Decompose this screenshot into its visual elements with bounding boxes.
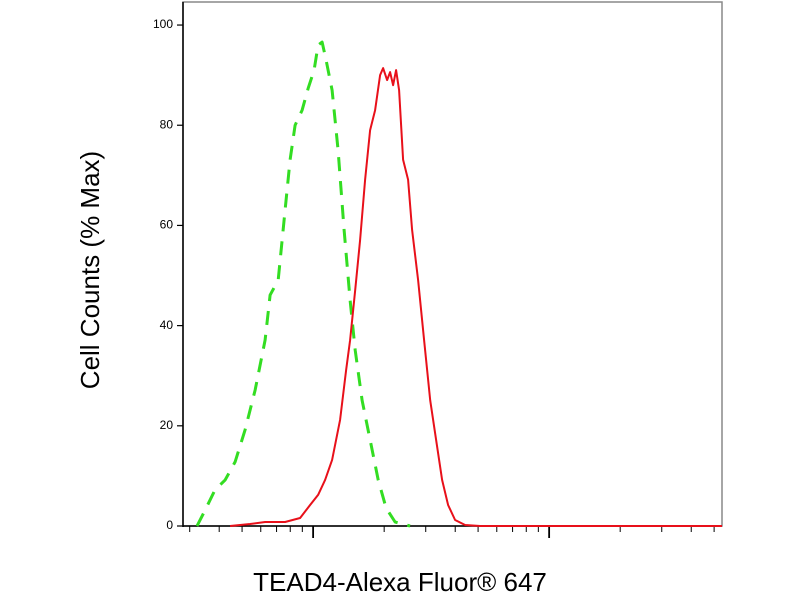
histogram-line: [230, 67, 722, 527]
plot-frame: [182, 1, 723, 527]
y-tick-label: 80: [160, 117, 174, 131]
y-tick-label: 100: [153, 17, 173, 31]
y-tick-label: 60: [160, 218, 174, 232]
y-tick-label: 40: [160, 318, 174, 332]
y-tick-label: 0: [166, 518, 173, 532]
y-tick-label: 20: [160, 418, 174, 432]
x-axis-title: TEAD4-Alexa Fluor® 647: [253, 567, 547, 597]
histogram-line: [195, 40, 411, 528]
y-axis-title: Cell Counts (% Max): [75, 151, 105, 389]
